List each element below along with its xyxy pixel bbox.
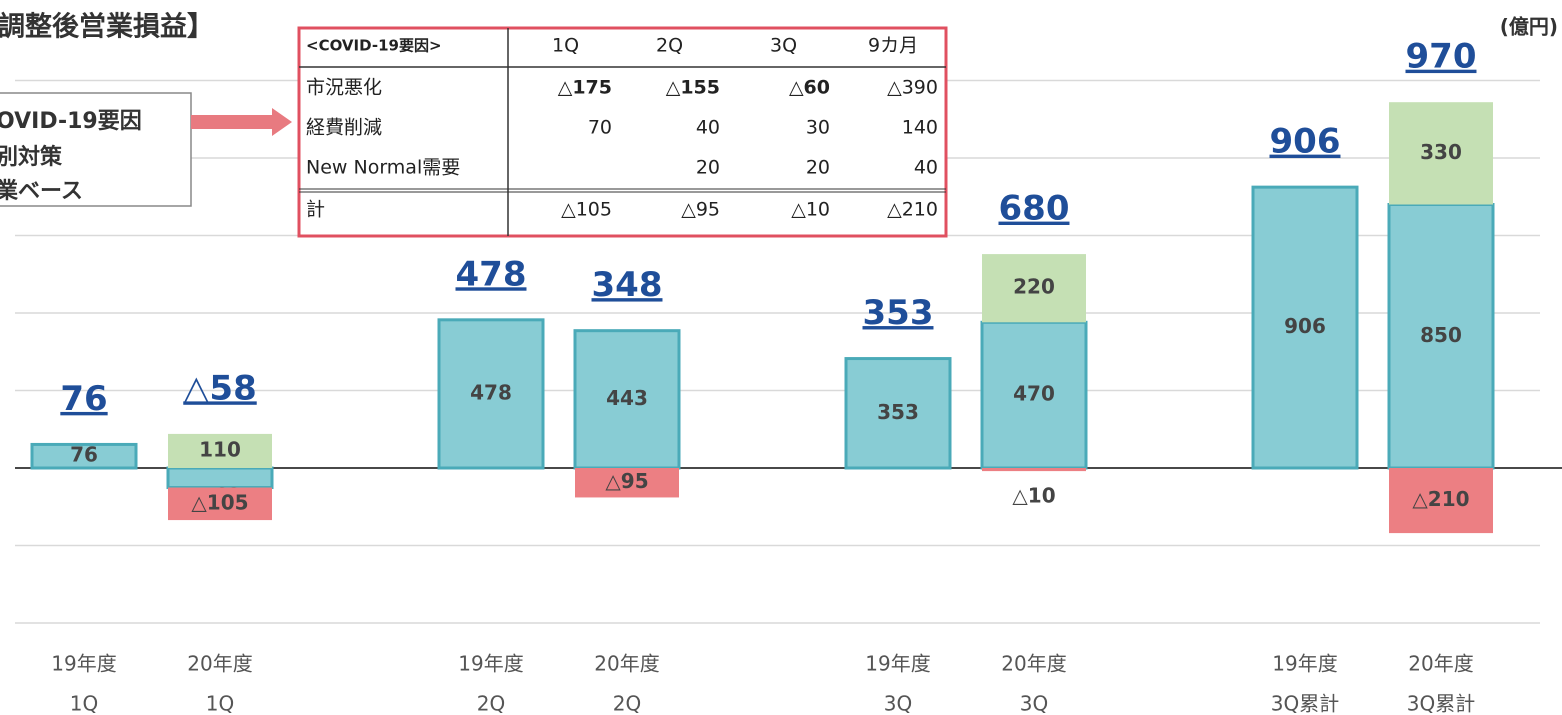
bar-segment xyxy=(573,329,681,470)
x-tick-label: 20年度 xyxy=(1001,652,1066,676)
total-label: 76 xyxy=(60,379,107,419)
segment-label: △95 xyxy=(605,469,648,493)
table-cell: △210 xyxy=(887,199,938,221)
table-cell: 140 xyxy=(902,117,938,139)
x-tick-label: 19年度 xyxy=(1272,652,1337,676)
bar-segment xyxy=(168,433,272,468)
table-cell: 40 xyxy=(914,157,938,179)
bar-segment xyxy=(575,468,679,498)
segment-label: 110 xyxy=(199,437,241,461)
total-label: 478 xyxy=(456,254,527,294)
x-tick-label: 19年度 xyxy=(458,652,523,676)
legend-text: 別対策 xyxy=(0,144,63,170)
table-cell: 20 xyxy=(806,157,830,179)
arrow xyxy=(191,108,292,136)
table-cell: New Normal需要 xyxy=(306,157,460,179)
segment-label: 220 xyxy=(1013,275,1055,299)
x-tick-label: 3Q xyxy=(1020,692,1048,715)
total-label: 348 xyxy=(592,265,663,305)
table-header: 3Q xyxy=(770,35,797,57)
bar-segment xyxy=(168,487,272,521)
segment-label: 470 xyxy=(1013,382,1055,406)
x-tick-label: 1Q xyxy=(206,692,234,715)
title: 調整後営業損益】 xyxy=(0,11,214,43)
x-tick-label: 19年度 xyxy=(51,652,116,676)
segment-label: 76 xyxy=(70,443,98,467)
table-cell: 20 xyxy=(696,157,720,179)
bar-segment xyxy=(1389,102,1493,205)
segment-label: 850 xyxy=(1420,323,1462,347)
table-cell: △10 xyxy=(791,199,830,221)
segment-label: △105 xyxy=(191,490,248,514)
table-header: 2Q xyxy=(656,35,683,57)
total-label: 906 xyxy=(1270,122,1341,162)
x-tick-label: 2Q xyxy=(613,692,641,715)
segment-label: △210 xyxy=(1412,487,1469,511)
x-tick-label: 20年度 xyxy=(594,652,659,676)
bar-segment xyxy=(437,318,545,470)
bar-segment xyxy=(1389,468,1493,534)
segment-label: 330 xyxy=(1420,140,1462,164)
x-tick-label: 20年度 xyxy=(187,652,252,676)
table-header: <COVID-19要因> xyxy=(306,37,442,55)
total-label: △58 xyxy=(183,368,256,408)
table-cell: △60 xyxy=(789,77,830,99)
x-tick-label: 19年度 xyxy=(865,652,930,676)
table-border xyxy=(297,26,948,238)
bar-segment xyxy=(1251,185,1359,470)
table-cell: 40 xyxy=(696,117,720,139)
legend-text: OVID-19要因 xyxy=(0,109,142,134)
segment-label: △10 xyxy=(1012,484,1055,508)
table-cell: △105 xyxy=(561,199,612,221)
table-cell: △390 xyxy=(887,77,938,99)
bar-segment xyxy=(30,442,138,470)
x-tick-label: 1Q xyxy=(70,692,98,715)
x-tick-label: 3Q累計 xyxy=(1271,692,1339,715)
table-header: 9カ月 xyxy=(868,35,918,57)
x-tick-label: 3Q累計 xyxy=(1407,692,1475,715)
bar-segment xyxy=(844,357,952,470)
bar-segment xyxy=(980,320,1088,470)
legend-box xyxy=(0,92,192,207)
legend-text: 業ベース xyxy=(0,179,83,204)
table-cell: △155 xyxy=(666,77,720,99)
x-tick-label: 20年度 xyxy=(1408,652,1473,676)
segment-label: 443 xyxy=(606,386,648,410)
unit: (億円) xyxy=(1500,15,1558,39)
segment-label: 478 xyxy=(470,380,512,404)
x-tick-label: 3Q xyxy=(884,692,912,715)
bar-segment xyxy=(1387,203,1495,470)
table-cell: 70 xyxy=(588,117,612,139)
bar-segment xyxy=(982,254,1086,323)
x-tick-label: 2Q xyxy=(477,692,505,715)
table-cell: △95 xyxy=(681,199,720,221)
table-header: 1Q xyxy=(552,35,579,57)
segment-label: 906 xyxy=(1284,314,1326,338)
table-cell: △175 xyxy=(558,77,612,99)
total-label: 353 xyxy=(863,293,934,333)
segment-label: 353 xyxy=(877,400,919,424)
total-label: 680 xyxy=(999,189,1070,229)
table-cell: 市況悪化 xyxy=(306,77,382,99)
total-label: 970 xyxy=(1406,37,1477,77)
table-cell: 計 xyxy=(306,199,325,221)
bar-segment xyxy=(982,468,1086,472)
table-cell: 経費削減 xyxy=(306,117,382,139)
table-cell: 30 xyxy=(806,117,830,139)
